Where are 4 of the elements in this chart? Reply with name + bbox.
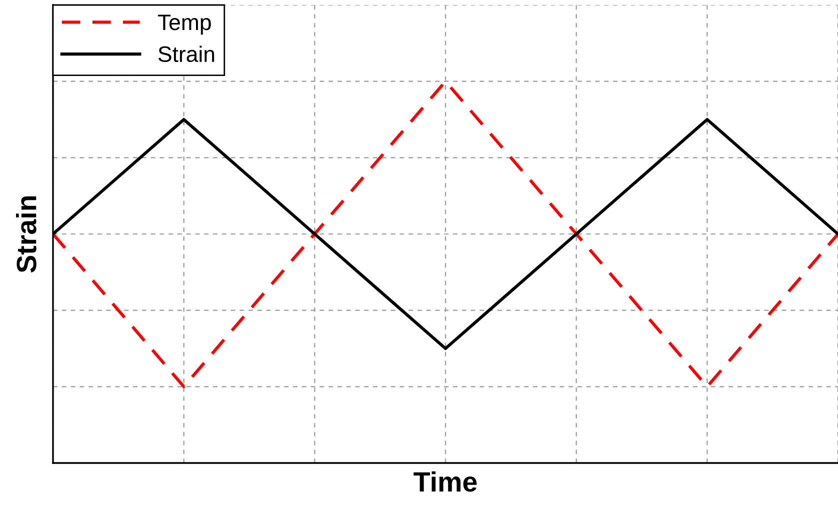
y-axis-title: Strain (16, 196, 36, 273)
x-axis-title: Time (414, 471, 477, 492)
legend-label: Strain (158, 46, 214, 62)
legend-label: Temp (158, 14, 211, 35)
